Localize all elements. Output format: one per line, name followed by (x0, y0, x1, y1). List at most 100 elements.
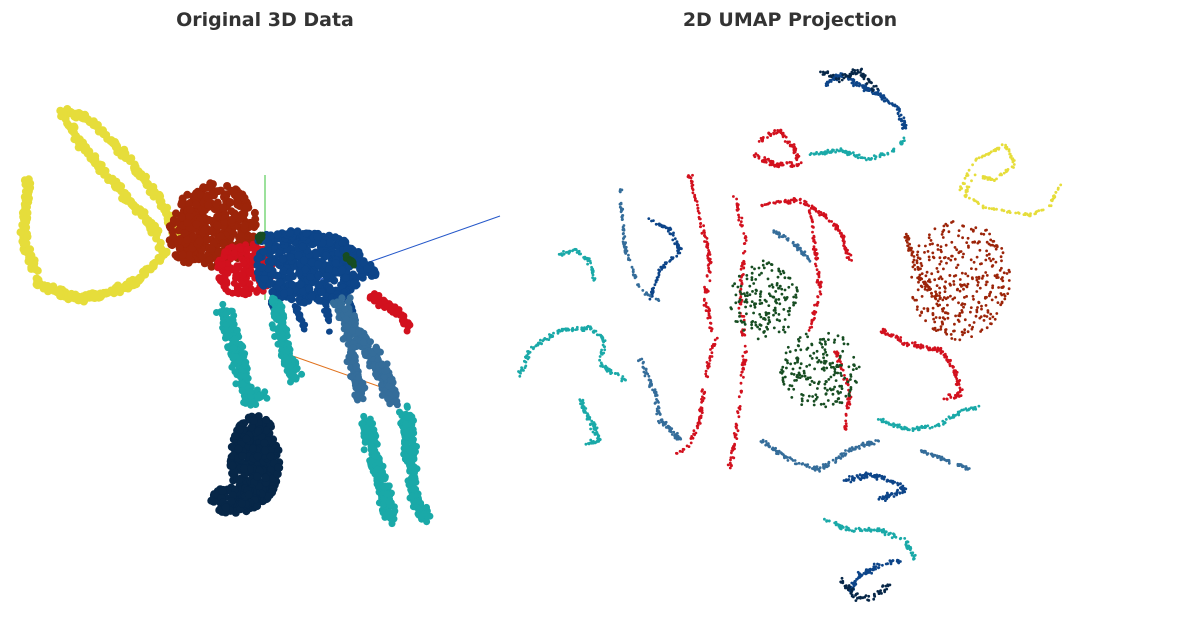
tusk-point (1059, 183, 1063, 187)
neck-point (696, 203, 699, 207)
tusk-point (958, 188, 962, 192)
tusk-point (1004, 143, 1007, 147)
head-point (949, 294, 952, 298)
neck-point (230, 249, 238, 257)
neck-point (763, 156, 767, 159)
head-point (178, 250, 187, 259)
neck-point (704, 369, 708, 373)
spine-point (325, 238, 334, 247)
tusk-point (146, 265, 155, 274)
head-point (941, 316, 945, 320)
head-point (923, 287, 927, 291)
front-foot-point (250, 478, 258, 487)
neck-point (760, 138, 764, 142)
neck-point (815, 268, 819, 272)
head-point (975, 290, 979, 293)
head-point (990, 298, 994, 302)
tusk-point (994, 149, 997, 153)
spine-point (273, 271, 282, 280)
head-point (906, 244, 909, 248)
neck-point (795, 154, 798, 158)
chart-3d-panel: Original 3D Data (0, 0, 530, 619)
tusk-point (1003, 146, 1007, 149)
spine-point (322, 251, 331, 260)
neck-point (698, 415, 701, 419)
head-point (980, 262, 983, 265)
head-point (955, 248, 959, 252)
head-point (989, 312, 993, 316)
head-point (930, 294, 934, 298)
head-point (945, 332, 949, 336)
head-point (172, 209, 180, 218)
head-point (978, 248, 982, 252)
neck-point (913, 344, 916, 348)
tusk-point (162, 208, 171, 217)
spine-point (314, 271, 323, 280)
tusk-point (987, 152, 991, 156)
back-leg-lower-point (410, 417, 417, 424)
tusk-point (972, 199, 976, 202)
chart-umap-plot-area[interactable] (500, 0, 1184, 619)
head-point (966, 330, 970, 334)
front-leg-point (238, 342, 246, 350)
head-point (960, 285, 963, 288)
back-leg-lower-point (403, 440, 410, 448)
head-point (939, 327, 943, 331)
back-leg-lower-point (402, 420, 410, 428)
head-point (981, 274, 985, 278)
front-foot-point (221, 503, 230, 512)
front-foot-point (273, 470, 282, 479)
neck-point (221, 248, 229, 256)
head-point (207, 245, 216, 253)
neck-point (804, 203, 807, 207)
head-point (915, 298, 918, 302)
spine-point (267, 257, 276, 266)
spine-point (311, 250, 320, 259)
tusk-point (21, 202, 30, 211)
spine-point (314, 260, 322, 269)
head-point (950, 254, 953, 258)
head-point (970, 335, 973, 338)
neck-point (728, 466, 732, 470)
spine-point (359, 259, 368, 267)
neck-point (253, 288, 261, 296)
neck-point (813, 253, 817, 256)
head-point (934, 290, 937, 294)
head-point (928, 288, 932, 291)
head-point (995, 273, 999, 277)
tusk-point (989, 150, 993, 154)
head-point (996, 276, 1000, 279)
head-point (936, 304, 940, 308)
neck-point (737, 306, 741, 310)
neck-point (813, 251, 817, 254)
neck-point (710, 329, 713, 333)
neck-point (731, 456, 735, 459)
neck-point (810, 219, 814, 223)
neck-point (785, 161, 789, 164)
head-point (932, 328, 936, 331)
front-leg-point (231, 335, 239, 343)
neck-point (699, 225, 702, 229)
head-point (200, 225, 209, 234)
head-point (918, 277, 922, 281)
back-leg-lower-point (396, 408, 403, 416)
head-point (935, 292, 938, 296)
neck-point (692, 429, 696, 433)
neck-point (819, 280, 823, 284)
head-point (969, 227, 973, 231)
back-leg-lower-point (373, 480, 381, 488)
back-leg-upper-point (331, 301, 338, 309)
head-point (985, 295, 988, 299)
head-point (969, 310, 972, 314)
neck-point (814, 257, 817, 260)
head-point (180, 229, 189, 238)
head-point (980, 328, 984, 332)
tusk-point (971, 163, 974, 167)
chart-3d-plot-area[interactable] (0, 0, 530, 619)
tusk-point (1012, 166, 1015, 169)
head-point (962, 305, 965, 309)
front-leg-point (229, 324, 237, 331)
head-point (936, 270, 940, 274)
neck-point (400, 320, 408, 328)
back-leg-lower-point (360, 446, 368, 454)
